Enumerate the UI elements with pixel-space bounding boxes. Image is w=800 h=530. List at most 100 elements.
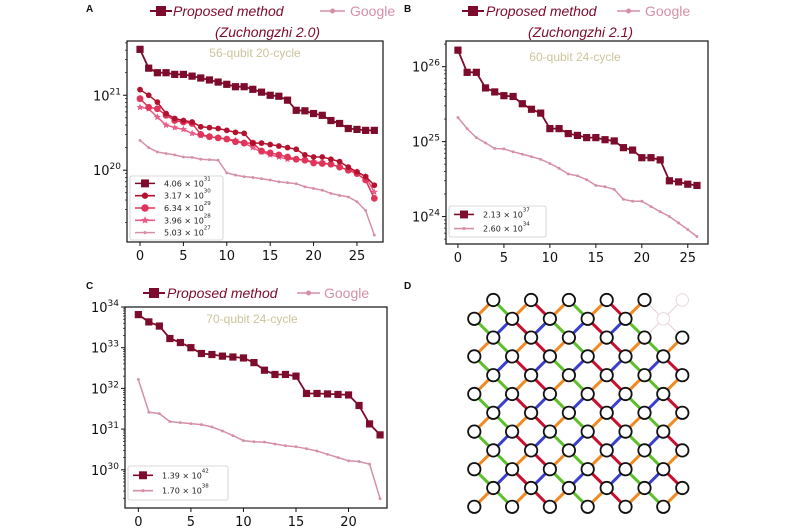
- qubit: [656, 386, 671, 402]
- data-point: [223, 127, 230, 134]
- data-point: [527, 105, 536, 113]
- data-point: [493, 147, 497, 150]
- data-point: [530, 155, 533, 159]
- data-point: [371, 182, 378, 189]
- data-point: [153, 105, 161, 113]
- legend: [127, 465, 229, 501]
- data-point: [293, 146, 300, 153]
- data-point: [684, 180, 692, 188]
- data-point: [189, 422, 193, 426]
- data-point: [294, 182, 298, 186]
- data-point: [223, 80, 231, 88]
- qubit: [486, 330, 501, 345]
- data-point: [312, 187, 316, 190]
- data-point: [354, 168, 360, 175]
- data-point: [249, 85, 257, 93]
- data-point: [353, 125, 361, 134]
- data-point: [329, 191, 333, 195]
- data-point: [370, 126, 378, 134]
- data-point: [220, 429, 224, 433]
- x-tick-label: 15: [588, 251, 605, 266]
- qubits: [467, 292, 690, 514]
- x-tick-label: 0: [454, 251, 462, 266]
- qubit: [504, 424, 520, 439]
- x-tick-label: 5: [179, 249, 187, 264]
- qubit: [561, 480, 577, 496]
- data-point: [336, 163, 344, 171]
- data-point: [153, 69, 161, 77]
- data-point: [188, 129, 196, 137]
- plot-frame: [124, 306, 388, 509]
- header-proposed-marker: [468, 6, 478, 16]
- data-point: [218, 352, 227, 360]
- data-point: [136, 95, 144, 103]
- qubit: [542, 386, 558, 402]
- data-point: [275, 143, 282, 149]
- data-point: [355, 401, 363, 410]
- data-point: [189, 119, 195, 125]
- series-0: [454, 46, 701, 190]
- header-proposed-label: Proposed method: [167, 285, 279, 301]
- inactive-qubit: [675, 293, 689, 307]
- data-point: [171, 70, 179, 78]
- header-proposed-sublabel: (Zuchongzhi 2.1): [528, 24, 633, 40]
- qubit: [618, 311, 633, 326]
- legend-label: 2.60 × 1034: [483, 222, 530, 234]
- data-point: [171, 123, 179, 131]
- data-point: [658, 210, 662, 214]
- data-point: [215, 125, 221, 132]
- series-line: [457, 49, 698, 187]
- data-point: [310, 154, 317, 160]
- data-point: [214, 78, 222, 86]
- qubit: [618, 424, 633, 439]
- header-proposed-label: Proposed method: [486, 3, 598, 19]
- panel-annotation: 70-qubit 24-cycle: [206, 312, 298, 326]
- data-point: [225, 171, 229, 175]
- data-point: [271, 370, 279, 379]
- header-legend: Proposed method Google: [143, 285, 369, 301]
- data-point: [155, 150, 159, 154]
- data-point: [231, 83, 240, 91]
- panel-label: B: [404, 4, 411, 15]
- data-point: [234, 173, 237, 177]
- x-tick-label: 5: [500, 251, 508, 266]
- qubit: [580, 311, 595, 326]
- header-legend: Proposed method (Zuchongzhi 2.1) Google: [462, 3, 690, 40]
- data-point: [594, 184, 598, 187]
- data-point: [277, 180, 281, 184]
- data-point: [232, 129, 239, 136]
- legend: [448, 205, 547, 238]
- data-point: [284, 153, 291, 161]
- qubit: [618, 386, 633, 402]
- data-point: [208, 350, 216, 359]
- qubit: [637, 330, 652, 345]
- data-point: [537, 109, 545, 117]
- data-point: [180, 117, 187, 124]
- data-point: [326, 452, 329, 456]
- qubit: [486, 292, 501, 308]
- y-tick-label: 1024: [412, 209, 440, 226]
- data-point: [557, 166, 561, 170]
- qubit: [486, 443, 501, 458]
- data-point: [283, 96, 292, 104]
- data-point: [199, 423, 203, 427]
- panel-label: C: [86, 281, 93, 292]
- x-tick-label: 25: [680, 251, 697, 266]
- data-point: [347, 459, 350, 463]
- qubit: [675, 443, 690, 458]
- qubit: [504, 311, 520, 326]
- panel-a: A 0 5 10 15 20 25 56-qubit 20-cycle Proposed met…: [86, 3, 395, 264]
- header-google-label: Google: [645, 3, 690, 19]
- data-point: [328, 156, 334, 163]
- qubit: [656, 462, 671, 477]
- qubit: [675, 368, 690, 383]
- qubit: [656, 424, 671, 439]
- qubit: [675, 405, 690, 420]
- data-point: [178, 421, 182, 425]
- qubit: [599, 443, 614, 458]
- data-point: [263, 440, 266, 444]
- data-point: [229, 353, 237, 361]
- qubit: [542, 311, 558, 326]
- data-point: [258, 140, 265, 146]
- data-point: [260, 366, 269, 374]
